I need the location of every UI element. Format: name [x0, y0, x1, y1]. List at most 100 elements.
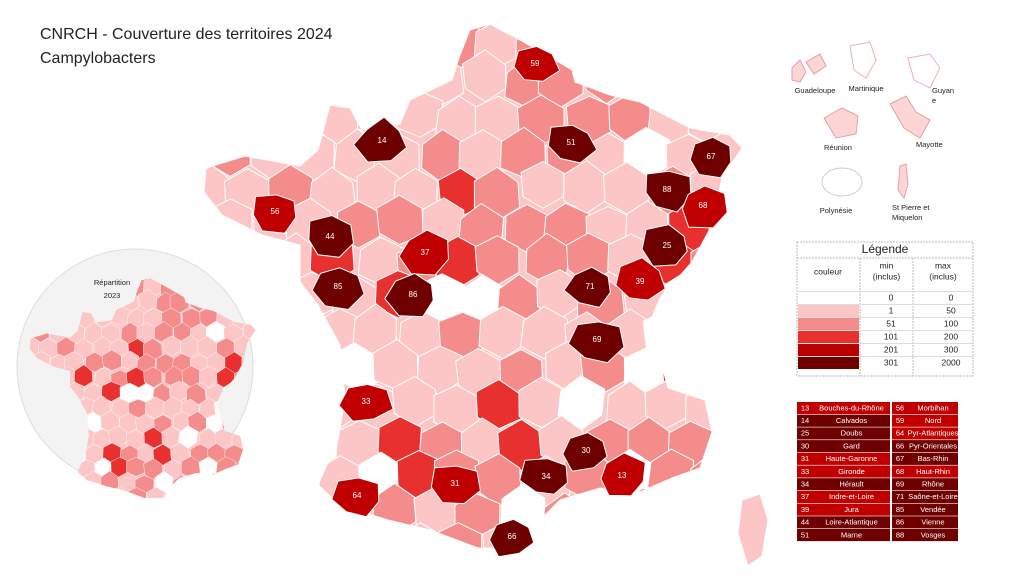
key-row	[797, 465, 890, 478]
department	[38, 490, 58, 499]
department	[225, 528, 271, 548]
department	[199, 366, 219, 388]
key-name: Gard	[843, 441, 860, 450]
department	[513, 45, 561, 82]
key-name: Calvados	[836, 416, 868, 425]
overseas-label: Polynésie	[820, 206, 853, 215]
department	[681, 185, 728, 229]
department	[250, 426, 256, 449]
legend-header: min	[880, 260, 894, 270]
department	[384, 272, 434, 318]
department	[730, 24, 742, 75]
key-code: 31	[801, 454, 809, 463]
department	[430, 465, 481, 505]
key-code: 51	[801, 530, 809, 539]
key-name: Pyr-Orientales	[909, 441, 957, 450]
department	[251, 486, 256, 499]
overseas-label: St Pierre et	[892, 203, 930, 212]
department	[29, 457, 42, 480]
france-map: 59 14 51 67 88 56 68 44 37 25 85 86 71 39 69 33 30 13 34 64…	[203, 23, 769, 567]
department	[231, 90, 275, 141]
overseas-shape	[823, 107, 859, 139]
key-row	[892, 503, 958, 516]
department	[270, 94, 318, 147]
department	[243, 412, 256, 433]
key-code: 56	[896, 403, 904, 412]
department	[710, 418, 742, 470]
corsica	[737, 493, 769, 567]
department	[689, 136, 732, 179]
overseas-label: Martinique	[848, 84, 883, 93]
department	[204, 123, 214, 175]
overseas-shape	[791, 53, 827, 83]
department	[29, 490, 42, 499]
department	[504, 24, 551, 34]
key-row	[892, 452, 958, 465]
key-name: Gironde	[838, 467, 865, 476]
department	[138, 288, 157, 311]
key-code: 14	[801, 416, 809, 425]
department	[706, 24, 742, 32]
legend-header: (inclus)	[929, 271, 957, 281]
department	[271, 528, 318, 548]
department	[398, 229, 450, 276]
department	[567, 321, 625, 364]
department	[252, 194, 297, 234]
legend-min: 0	[889, 292, 894, 302]
department	[29, 471, 34, 495]
legend-max: 0	[949, 292, 954, 302]
department-label: 59	[531, 59, 540, 68]
department	[667, 24, 716, 35]
department	[101, 381, 122, 402]
overseas-label: Guadeloupe	[795, 86, 836, 95]
department	[604, 25, 650, 75]
department	[255, 482, 299, 535]
department	[250, 57, 299, 111]
department	[562, 432, 608, 472]
labelled-departments: 59 14 51 67 88 56 68 44 37 25 85 86 71 39 69 33 30 13 34 64…	[252, 45, 732, 558]
department-label: 33	[362, 397, 371, 406]
department	[249, 414, 297, 470]
department	[462, 49, 507, 103]
department	[728, 377, 742, 429]
key-row	[892, 478, 958, 491]
legend-min: 51	[886, 318, 896, 328]
legend-max: 2000	[942, 357, 961, 367]
department	[242, 443, 256, 466]
department	[248, 457, 256, 479]
legend-swatch	[798, 292, 859, 304]
key-row	[797, 529, 890, 542]
department	[248, 307, 256, 330]
department-label: 34	[542, 472, 551, 481]
department-label: 25	[663, 241, 672, 250]
key-row	[892, 440, 958, 453]
department	[30, 472, 51, 494]
department	[687, 312, 733, 366]
key-code: 88	[896, 530, 904, 539]
key-code: 44	[801, 518, 809, 527]
department	[231, 278, 250, 300]
department	[101, 349, 122, 371]
department-label: 69	[593, 335, 602, 344]
department-label: 51	[567, 138, 576, 147]
overseas-shape	[889, 95, 931, 139]
key-code: 13	[801, 403, 809, 412]
key-row	[892, 529, 958, 542]
overseas-label: e	[932, 96, 936, 105]
overseas-label: Réunion	[824, 143, 852, 152]
key-name: Vienne	[921, 518, 944, 527]
department-label: 66	[508, 532, 517, 541]
department	[276, 453, 321, 510]
legend-swatch	[798, 357, 859, 369]
department	[607, 519, 653, 548]
department	[356, 520, 401, 548]
department	[547, 124, 598, 164]
department	[729, 237, 742, 291]
department	[240, 278, 256, 282]
key-name: Rhône	[922, 480, 944, 489]
department-label: 30	[582, 446, 591, 455]
department-label: 31	[451, 479, 460, 488]
department-label: 85	[334, 282, 343, 291]
key-name: Pyr-Atlantiques	[908, 429, 959, 438]
subtitle: Campylobacters	[40, 50, 156, 67]
